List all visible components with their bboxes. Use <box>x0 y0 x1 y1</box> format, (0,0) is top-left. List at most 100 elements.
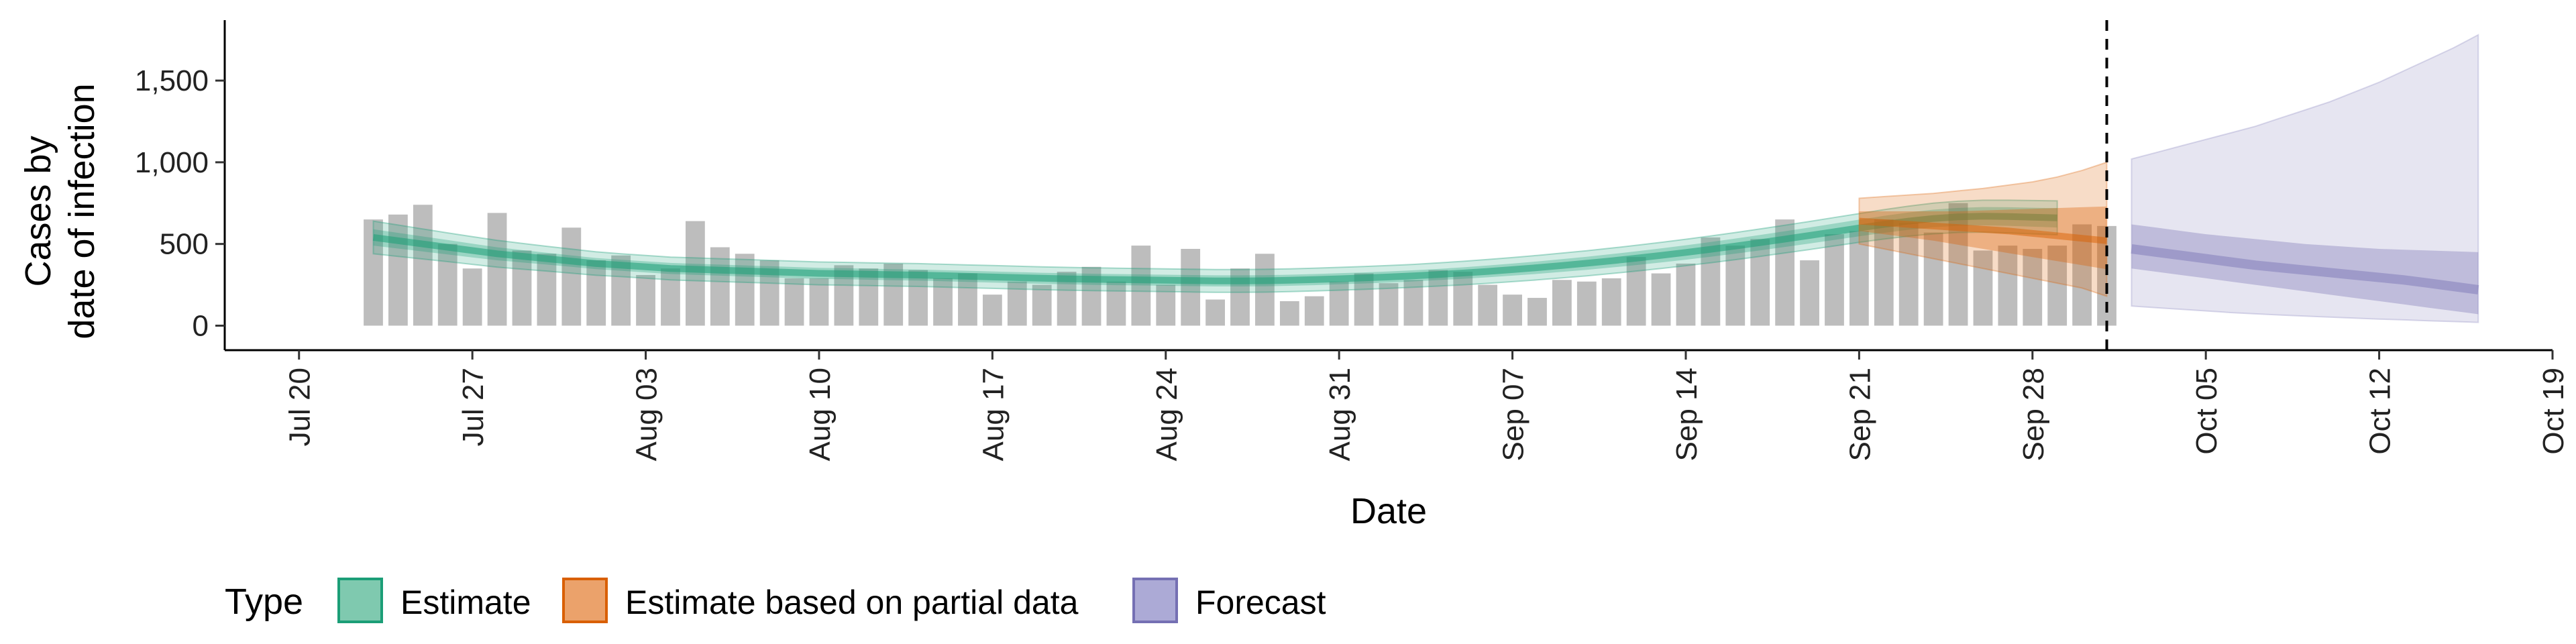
x-tick-label: Jul 20 <box>284 368 317 446</box>
bar <box>1676 263 1696 326</box>
y-axis-title-line-2: date of infection <box>62 83 102 339</box>
bar <box>1403 280 1424 326</box>
bar <box>1156 284 1176 326</box>
bar <box>1503 294 1522 326</box>
bar <box>1032 284 1052 326</box>
legend: Type Estimate Estimate based on partial … <box>225 578 1326 623</box>
y-tick-label: 500 <box>160 228 209 261</box>
bar <box>1428 270 1448 326</box>
legend-label-estimate: Estimate <box>400 584 531 621</box>
bar <box>1898 223 1919 326</box>
bar <box>561 227 582 326</box>
bar <box>1007 281 1027 326</box>
bar <box>2023 248 2043 326</box>
bar <box>958 273 977 326</box>
bar <box>1849 231 1869 326</box>
bar <box>1279 301 1299 326</box>
x-tick-label: Jul 27 <box>457 368 490 446</box>
ribbons-layer <box>372 34 2479 323</box>
bars-layer <box>364 203 2116 326</box>
forecast-median-line <box>2131 244 2479 294</box>
bar <box>908 270 928 326</box>
legend-label-estimate-partial: Estimate based on partial data <box>625 584 1079 621</box>
x-tick-label: Aug 24 <box>1150 368 1183 461</box>
legend-label-forecast: Forecast <box>1195 584 1326 621</box>
bar <box>1626 257 1646 326</box>
x-tick-label: Sep 21 <box>1843 368 1876 461</box>
legend-key-estimate <box>337 578 383 623</box>
bar <box>1725 246 1746 326</box>
bar <box>784 278 804 326</box>
y-axis-title-line-1: Cases by <box>18 136 58 286</box>
x-tick-label: Oct 19 <box>2537 368 2570 455</box>
x-tick-label: Sep 28 <box>2017 368 2050 461</box>
bar <box>1601 278 1621 326</box>
bar <box>685 221 705 326</box>
x-axis-title: Date <box>1350 491 1427 531</box>
bar <box>710 247 730 326</box>
bar <box>1948 203 1968 326</box>
legend-key-estimate-partial <box>562 578 608 623</box>
partial-median-line <box>1859 217 2107 244</box>
bar <box>1874 219 1894 326</box>
bar <box>1304 296 1324 326</box>
bar <box>636 274 655 326</box>
x-tick-label: Sep 14 <box>1670 368 1703 461</box>
bar <box>1552 280 1572 326</box>
bar <box>1998 246 2018 326</box>
bar <box>1923 232 1943 326</box>
legend-key-forecast <box>1132 578 1178 623</box>
bar <box>586 260 606 326</box>
bar <box>437 244 458 326</box>
bar <box>661 268 680 326</box>
x-tick-label: Sep 07 <box>1497 368 1530 461</box>
legend-title: Type <box>225 582 303 622</box>
bar <box>512 250 532 326</box>
bar <box>1354 273 1374 326</box>
bar <box>1478 284 1498 326</box>
y-tick-label: 1,000 <box>135 146 209 179</box>
forecast-inner-band <box>2131 224 2479 315</box>
bar <box>1527 298 1547 326</box>
bar <box>462 268 482 326</box>
bar <box>388 214 408 326</box>
bar <box>1131 246 1151 326</box>
bar <box>1379 283 1399 326</box>
bar <box>1255 254 1275 326</box>
y-tick-label: 0 <box>193 309 209 342</box>
bar <box>537 254 557 326</box>
bar <box>1800 260 1819 326</box>
x-tick-label: Aug 31 <box>1324 368 1356 461</box>
x-ticks: Jul 20 Jul 27 Aug 03 Aug 10 Aug 17 Aug 24 Aug … <box>284 350 2570 461</box>
x-tick-label: Aug 17 <box>977 368 1010 461</box>
bar <box>413 205 433 326</box>
x-tick-label: Aug 10 <box>804 368 837 461</box>
bar <box>1181 248 1201 326</box>
axes-layer <box>223 20 2553 352</box>
bar <box>982 294 1002 326</box>
y-ticks: 0 500 1,000 1,500 <box>135 64 225 342</box>
estimate-median-line <box>372 213 2057 284</box>
bar <box>2047 246 2068 326</box>
bar <box>933 278 953 326</box>
bar <box>859 268 879 326</box>
bar <box>1205 299 1225 326</box>
y-tick-label: 1,500 <box>135 64 209 97</box>
x-tick-label: Oct 05 <box>2190 368 2223 455</box>
x-tick-label: Oct 12 <box>2364 368 2397 455</box>
bar <box>1106 281 1126 326</box>
bar <box>487 213 507 326</box>
bar <box>1576 281 1597 326</box>
bar <box>1651 273 1671 326</box>
bar <box>809 278 829 326</box>
bar <box>1825 234 1844 326</box>
bar <box>735 254 755 326</box>
bar <box>1973 250 1993 326</box>
x-tick-label: Aug 03 <box>631 368 663 461</box>
bar <box>1329 281 1349 326</box>
bar <box>1750 239 1770 326</box>
forecast-outer-band <box>2131 34 2479 323</box>
bar <box>1453 272 1473 326</box>
